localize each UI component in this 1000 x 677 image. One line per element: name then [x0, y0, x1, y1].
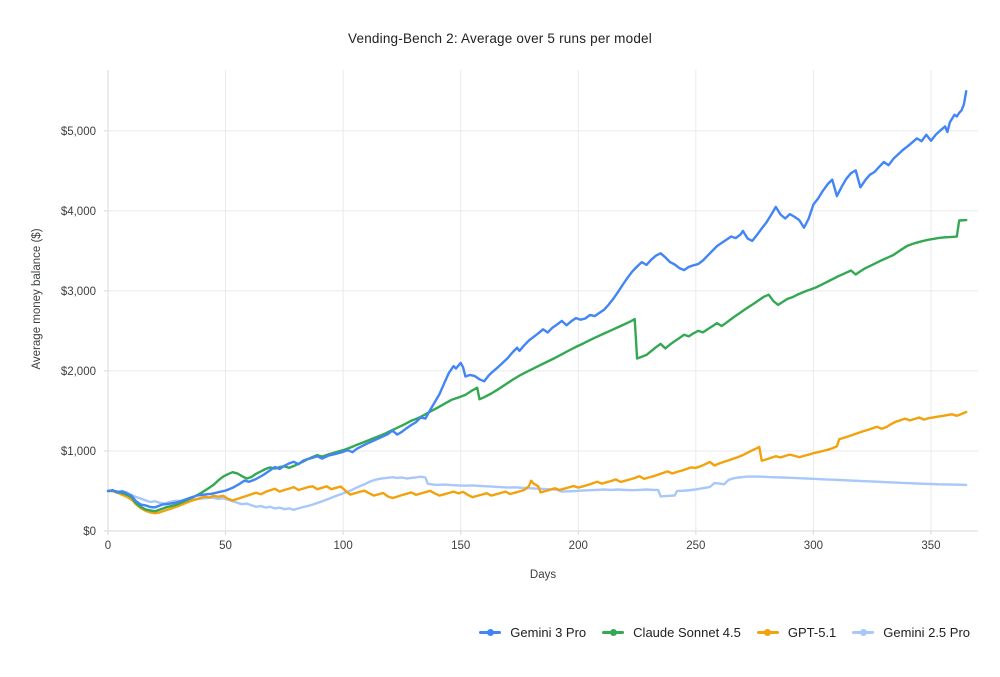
legend: Gemini 3 Pro Claude Sonnet 4.5 GPT-5.1 G…	[479, 621, 970, 643]
line-gpt-5-1	[106, 410, 968, 515]
legend-dot-icon	[486, 628, 494, 636]
x-tick-label: 0	[105, 540, 111, 552]
x-axis-title: Days	[529, 569, 557, 581]
chart-title: Vending-Bench 2: Average over 5 runs per…	[348, 31, 652, 46]
legend-label: Gemini 2.5 Pro	[883, 624, 970, 640]
line-claude-sonnet-4-5	[106, 218, 968, 513]
x-tick-label: 300	[804, 540, 823, 552]
x-tick-label: 250	[686, 540, 705, 552]
line-gemini-3-pro	[106, 90, 968, 509]
legend-dot-icon	[859, 628, 867, 636]
legend-label: GPT-5.1	[787, 624, 837, 640]
legend-label: Claude Sonnet 4.5	[633, 624, 741, 640]
x-tick-label: 200	[569, 540, 588, 552]
line-gemini-2-5-pro	[106, 475, 968, 511]
legend-item-gpt-5-1: GPT-5.1	[756, 624, 837, 640]
y-tick-label: $2,000	[61, 366, 96, 378]
x-tick-label: 100	[334, 540, 353, 552]
legend-item-gemini-2-5-pro: Gemini 2.5 Pro	[852, 625, 970, 640]
y-tick-label: $3,000	[61, 286, 96, 298]
legend-dot-icon	[609, 628, 617, 636]
legend-dot-icon	[764, 628, 772, 636]
legend-label: Gemini 3 Pro	[510, 624, 587, 640]
legend-item-gemini-3-pro: Gemini 3 Pro	[479, 625, 586, 640]
y-axis-title: Average money balance ($)	[31, 228, 43, 370]
legend-marker-gemini-2-5-pro	[852, 628, 875, 637]
y-tick-label: $4,000	[61, 206, 96, 218]
y-tick-label: $1,000	[61, 446, 96, 458]
x-tick-label: 50	[219, 540, 232, 552]
x-tick-label: 350	[921, 540, 940, 552]
legend-item-claude-sonnet-4-5: Claude Sonnet 4.5	[602, 625, 741, 640]
x-tick-label: 150	[451, 540, 470, 552]
legend-marker-claude-sonnet-4-5	[602, 628, 625, 637]
y-tick-label: $0	[83, 526, 96, 538]
y-tick-label: $5,000	[61, 126, 96, 138]
legend-marker-gemini-3-pro	[479, 628, 502, 637]
legend-marker-gpt-5-1	[756, 628, 779, 637]
